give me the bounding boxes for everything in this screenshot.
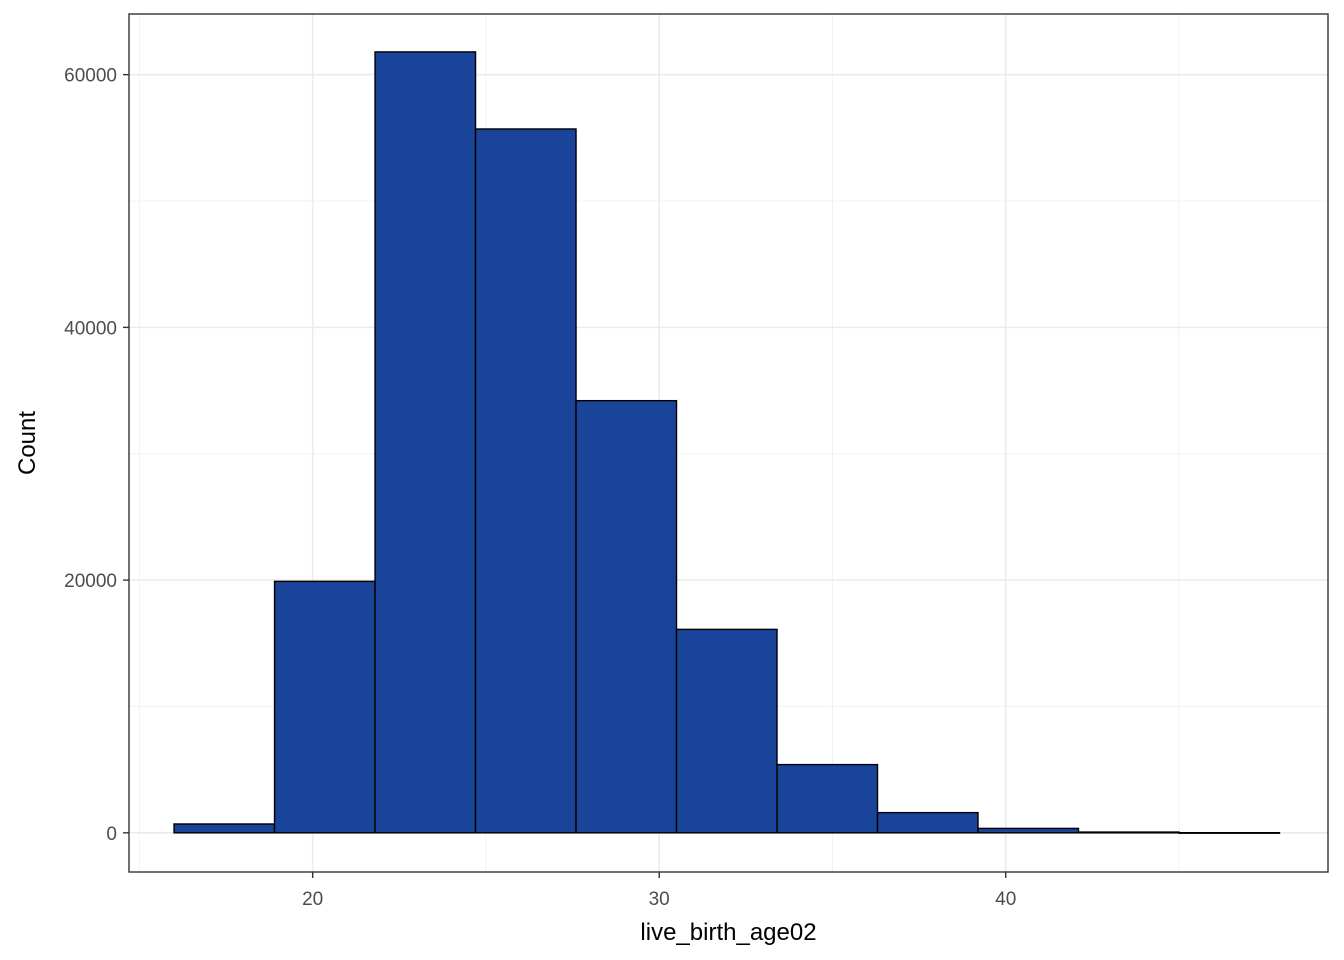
histogram-bar xyxy=(675,628,778,834)
histogram-bar xyxy=(776,763,879,834)
histogram-bar xyxy=(876,811,979,834)
histogram-bar xyxy=(173,823,276,834)
histogram-bar xyxy=(1077,831,1180,834)
y-tick-label: 60000 xyxy=(64,66,117,87)
x-axis-title: live_birth_age02 xyxy=(640,919,816,946)
y-axis-title: Count xyxy=(14,411,41,475)
histogram-bar xyxy=(1178,832,1281,834)
y-tick-label: 40000 xyxy=(64,318,117,339)
x-tick-label: 20 xyxy=(302,889,323,910)
x-tick-label: 30 xyxy=(649,889,670,910)
x-tick-label: 40 xyxy=(995,889,1016,910)
histogram-bar xyxy=(273,580,376,834)
histogram-bar xyxy=(474,128,577,834)
histogram-bar xyxy=(977,827,1080,834)
y-tick-label: 20000 xyxy=(64,571,117,592)
histogram-bar xyxy=(374,51,477,834)
panel-border xyxy=(128,13,1329,873)
y-tick-label: 0 xyxy=(106,824,117,845)
histogram-bar xyxy=(575,399,678,834)
